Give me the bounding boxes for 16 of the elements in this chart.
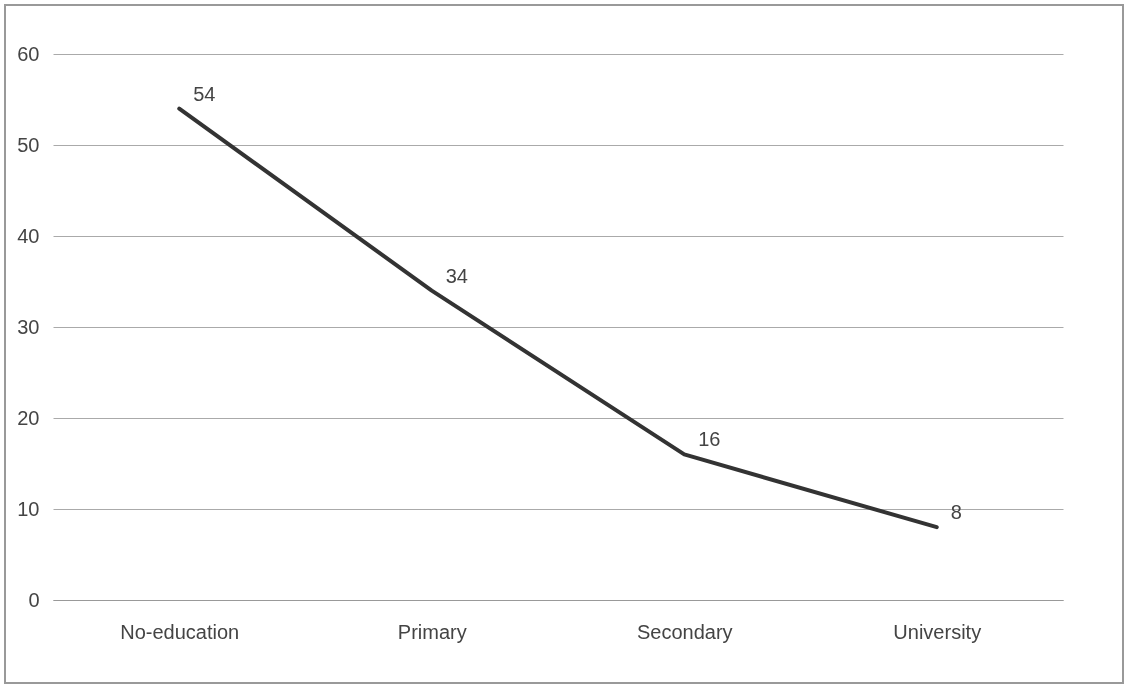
y-tick-label: 50: [17, 133, 40, 156]
data-label: 54: [193, 82, 216, 105]
x-tick-label: University: [893, 620, 982, 643]
data-label: 34: [445, 264, 468, 287]
y-tick-label: 20: [17, 406, 40, 429]
x-tick-label: No-education: [120, 620, 240, 643]
y-tick-label: 30: [17, 315, 40, 338]
line-series: [177, 106, 939, 530]
y-tick-label: 60: [17, 42, 40, 65]
y-tick-label: 40: [17, 224, 40, 247]
data-label: 16: [698, 428, 721, 451]
y-tick-label: 0: [28, 588, 40, 611]
x-tick-label: Primary: [397, 620, 467, 643]
data-label: 8: [950, 501, 962, 524]
y-tick-label: 10: [17, 497, 40, 520]
x-tick-label: Secondary: [636, 620, 733, 643]
